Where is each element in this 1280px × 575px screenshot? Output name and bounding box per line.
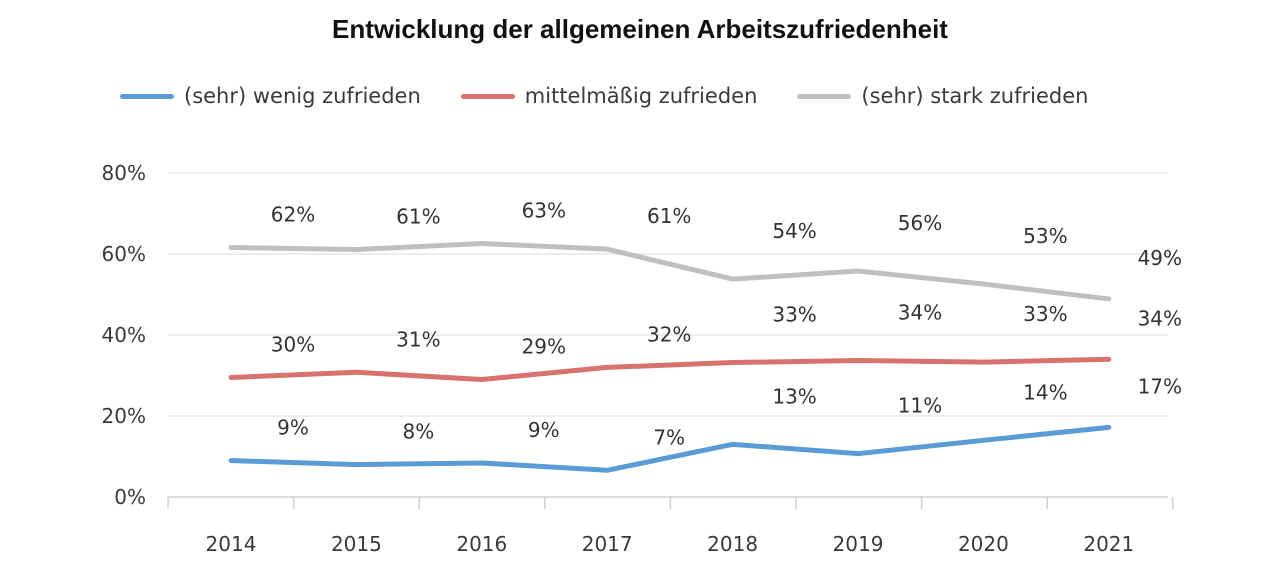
- data-label: 53%: [1023, 224, 1067, 248]
- data-label: 7%: [653, 425, 685, 449]
- x-tick-label: 2020: [958, 532, 1009, 556]
- data-label: 29%: [522, 335, 566, 359]
- series-line-2: [228, 240, 1112, 302]
- data-label: 54%: [772, 219, 816, 243]
- grid-layer: [168, 172, 1168, 498]
- x-tick-label: 2016: [456, 532, 507, 556]
- data-label: 8%: [403, 420, 435, 444]
- legend-item-wenig: (sehr) wenig zufrieden: [120, 84, 421, 108]
- data-label: 9%: [277, 416, 309, 440]
- series-layer: [228, 240, 1112, 473]
- axis-layer: 0% 20% 40% 60% 80% 2014 2015 2016 2017 2018 2019 20…: [102, 161, 1174, 556]
- data-label: 63%: [522, 198, 566, 222]
- data-label: 31%: [396, 327, 440, 351]
- chart-title: Entwicklung der allgemeinen Arbeitszufri…: [332, 14, 948, 44]
- data-label: 17%: [1138, 374, 1182, 398]
- legend-swatch-mittel: [460, 93, 515, 99]
- data-label: 62%: [271, 203, 315, 227]
- data-label: 61%: [396, 205, 440, 229]
- legend-swatch-wenig: [120, 93, 174, 99]
- data-label: 33%: [1023, 302, 1067, 326]
- x-tick-label: 2014: [206, 532, 257, 556]
- data-label: 11%: [898, 394, 942, 418]
- label-layer: 9% 8% 9% 7% 13% 11% 14% 17% 30% 31% 29% 32% 33% 34% 33…: [271, 198, 1182, 449]
- data-label: 61%: [647, 204, 691, 228]
- y-tick-label: 60%: [102, 242, 146, 266]
- x-tick-label: 2019: [833, 532, 884, 556]
- data-label: 14%: [1023, 380, 1067, 404]
- data-label: 49%: [1138, 246, 1182, 270]
- data-label: 9%: [528, 418, 560, 442]
- series-line-1: [228, 356, 1112, 383]
- legend-label-wenig: (sehr) wenig zufrieden: [184, 84, 421, 108]
- data-label: 56%: [898, 211, 942, 235]
- x-tick-label: 2018: [707, 532, 758, 556]
- legend-swatch-stark: [797, 93, 852, 99]
- y-tick-label: 40%: [102, 323, 146, 347]
- legend-item-stark: (sehr) stark zufrieden: [797, 84, 1088, 108]
- x-tick-label: 2017: [582, 532, 633, 556]
- legend-label-mittel: mittelmäßig zufrieden: [524, 84, 758, 108]
- data-label: 13%: [772, 384, 816, 408]
- data-label: 30%: [271, 333, 315, 357]
- legend-item-mittel: mittelmäßig zufrieden: [460, 84, 758, 108]
- x-tick-label: 2015: [331, 532, 382, 556]
- y-tick-label: 20%: [102, 404, 146, 428]
- series-line-0: [228, 424, 1112, 473]
- data-label: 34%: [898, 301, 942, 325]
- y-tick-label: 80%: [102, 161, 146, 185]
- data-label: 32%: [647, 322, 691, 346]
- x-tick-label: 2021: [1083, 532, 1134, 556]
- y-tick-label: 0%: [114, 485, 146, 509]
- legend: (sehr) wenig zufrieden mittelmäßig zufri…: [120, 84, 1128, 108]
- legend-label-stark: (sehr) stark zufrieden: [861, 84, 1089, 108]
- data-label: 34%: [1138, 306, 1182, 330]
- data-label: 33%: [772, 303, 816, 327]
